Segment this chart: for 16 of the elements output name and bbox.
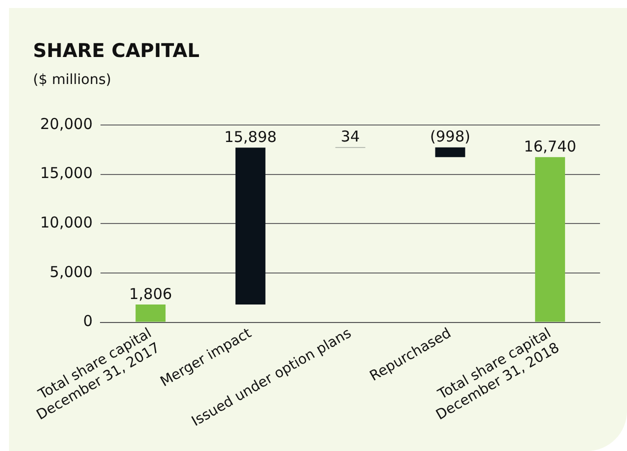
data-label: 15,898 xyxy=(224,128,277,146)
data-label: 16,740 xyxy=(524,138,576,156)
data-label: 1,806 xyxy=(129,284,172,303)
bar xyxy=(535,157,566,322)
data-label: (998) xyxy=(430,128,470,146)
y-tick-label: 15,000 xyxy=(40,164,93,182)
bar xyxy=(235,148,266,304)
chart-subtitle: ($ millions) xyxy=(33,72,112,88)
bar xyxy=(435,147,466,158)
y-tick-label: 10,000 xyxy=(40,214,93,232)
y-tick-label: 20,000 xyxy=(40,114,93,133)
chart-title: SHARE CAPITAL xyxy=(33,40,200,62)
y-tick-label: 5,000 xyxy=(50,262,93,281)
y-tick-label: 0 xyxy=(83,312,93,330)
bar xyxy=(136,304,166,322)
data-label: 34 xyxy=(340,128,360,146)
